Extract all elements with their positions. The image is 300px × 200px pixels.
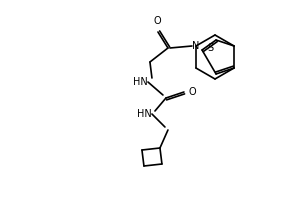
Text: O: O <box>189 87 196 97</box>
Text: S: S <box>207 43 213 53</box>
Text: HN: HN <box>137 109 152 119</box>
Text: O: O <box>153 16 161 26</box>
Text: HN: HN <box>133 77 148 87</box>
Text: N: N <box>192 41 200 51</box>
